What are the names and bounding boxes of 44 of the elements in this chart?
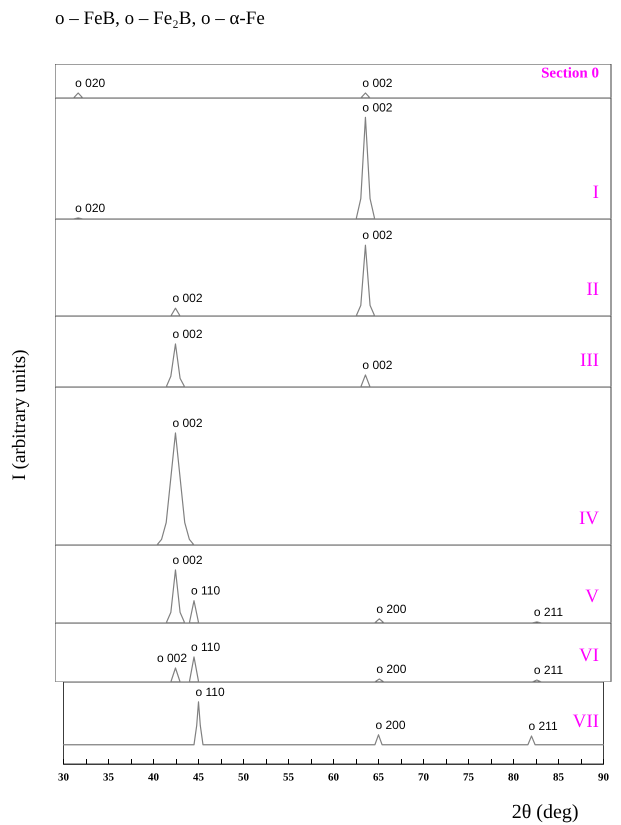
annotation: o 002 xyxy=(156,651,188,665)
annotation: o 002 xyxy=(362,358,393,372)
text: II xyxy=(586,279,599,300)
annotation: o 020 xyxy=(75,200,106,215)
annotation: o 211 xyxy=(534,663,564,677)
x-axis-title: 2θ (deg) xyxy=(512,801,578,823)
text: o 002 xyxy=(172,416,203,430)
x-tick-label: 55 xyxy=(283,772,294,784)
x-tick-label: 50 xyxy=(238,772,250,784)
x-tick-label: 40 xyxy=(148,772,160,784)
text: I xyxy=(592,182,599,203)
x-tick-label: 65 xyxy=(373,772,384,784)
annotation: o 211 xyxy=(534,604,564,619)
annotation: o 211 xyxy=(528,719,558,734)
chart-title: III xyxy=(580,350,600,371)
text: o 002 xyxy=(172,552,203,567)
x-tick-label: 90 xyxy=(598,772,610,784)
x-tick-label: 85 xyxy=(553,772,564,784)
text: o 002 xyxy=(362,76,393,90)
x-tick-label: 75 xyxy=(463,772,474,784)
x-tick-label: 35 xyxy=(103,772,114,784)
text: V xyxy=(585,586,600,607)
annotation: o 110 xyxy=(196,684,225,699)
x-tick-label: 70 xyxy=(418,772,430,784)
y-axis-title: I (arbitrary units) xyxy=(9,350,31,480)
text: o 002 xyxy=(172,326,203,341)
text: o 110 xyxy=(191,640,220,654)
text: IV xyxy=(578,508,600,529)
chart-title: VI xyxy=(578,645,600,666)
annotation: o 002 xyxy=(172,291,203,306)
annotation: o 200 xyxy=(376,602,407,616)
text: VII xyxy=(572,711,600,732)
x-tick-label: 30 xyxy=(58,772,70,784)
text: o 002 xyxy=(362,228,393,242)
chart-title: Section 0 xyxy=(541,66,600,82)
annotation: o 110 xyxy=(191,584,220,598)
text: o 020 xyxy=(75,76,106,90)
x-tick-label: 45 xyxy=(193,772,204,784)
x-tick-label: 60 xyxy=(328,772,340,784)
chart-subtitle: o – FeB, o – Fe₂B, o – α-Fe xyxy=(55,8,265,30)
x-tick-label: 80 xyxy=(508,772,520,784)
annotation: o 200 xyxy=(376,662,407,676)
text: o 002 xyxy=(362,100,393,114)
annotation: o 200 xyxy=(376,718,406,732)
